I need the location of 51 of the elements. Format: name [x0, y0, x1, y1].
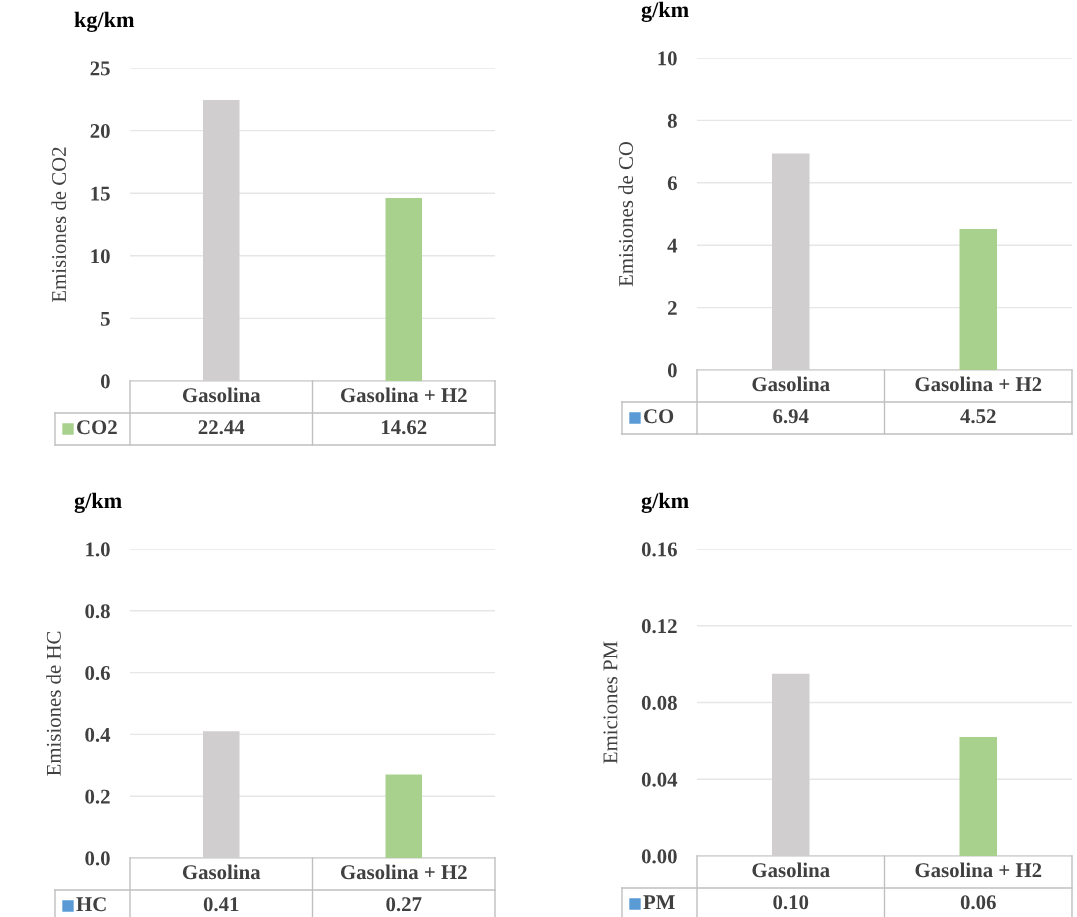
- chart-title: g/km: [641, 1, 689, 22]
- x-tick-label: Gasolina: [752, 862, 830, 878]
- y-tick-label: 1.0: [86, 542, 110, 557]
- y-tick-label: 0.6: [85, 665, 110, 681]
- y-axis-title: Emisiones de CO: [618, 141, 634, 287]
- data-label: 0.10: [773, 895, 809, 910]
- y-tick-label: 0.00: [641, 849, 677, 864]
- text: PM: [643, 895, 675, 910]
- y-tick-label: 4: [667, 238, 678, 253]
- y-tick-label: 10: [91, 249, 110, 264]
- text: HC: [76, 897, 106, 912]
- y-tick-label: 0.04: [641, 772, 678, 787]
- y-tick-label: 15: [91, 186, 110, 201]
- chart-title: g/km: [641, 492, 689, 513]
- y-tick-label: 0.16: [641, 542, 677, 557]
- y-tick-label: 0.2: [85, 789, 110, 804]
- x-tick-label: Gasolina: [752, 376, 830, 392]
- y-axis-title: Emisiones de CO2: [51, 147, 67, 303]
- x-tick-label: Gasolina + H2: [915, 862, 1042, 878]
- data-label: 6.94: [773, 409, 809, 424]
- x-tick-label: Gasolina: [182, 387, 261, 403]
- x-tick-label: Gasolina + H2: [340, 864, 467, 880]
- data-label: 0.41: [203, 897, 239, 912]
- y-tick-label: 0.8: [85, 604, 110, 619]
- y-tick-label: 10: [658, 51, 677, 66]
- y-tick-label: 0.08: [641, 695, 677, 711]
- data-label: 14.62: [381, 420, 427, 435]
- data-label: 4.52: [960, 409, 996, 424]
- x-tick-label: Gasolina + H2: [915, 376, 1042, 392]
- y-tick-label: 25: [90, 61, 110, 76]
- y-tick-label: 20: [90, 123, 110, 139]
- legend-label: CO2: [77, 420, 117, 435]
- y-tick-label: 0.4: [85, 727, 111, 742]
- data-label: 22.44: [198, 420, 245, 435]
- y-tick-label: 8: [667, 113, 677, 128]
- y-tick-label: 2: [668, 301, 677, 315]
- x-tick-label: Gasolina + H2: [340, 387, 467, 403]
- data-label: 0.06: [960, 895, 996, 910]
- y-axis-title: Emisiones de HC: [46, 631, 61, 776]
- y-tick-label: 0: [667, 363, 677, 378]
- y-tick-label: 0.12: [641, 619, 677, 634]
- chart-title: g/km: [74, 492, 122, 513]
- x-tick-label: Gasolina: [182, 864, 261, 880]
- y-tick-label: 0: [100, 374, 110, 389]
- text: CO: [644, 409, 674, 424]
- y-tick-label: 5: [100, 311, 110, 326]
- y-tick-label: 6: [667, 176, 677, 191]
- chart-title: kg/km: [74, 11, 135, 32]
- data-label: 0.27: [386, 897, 422, 912]
- y-axis-title: Emiciones PM: [603, 641, 618, 764]
- y-tick-label: 0.0: [85, 851, 110, 866]
